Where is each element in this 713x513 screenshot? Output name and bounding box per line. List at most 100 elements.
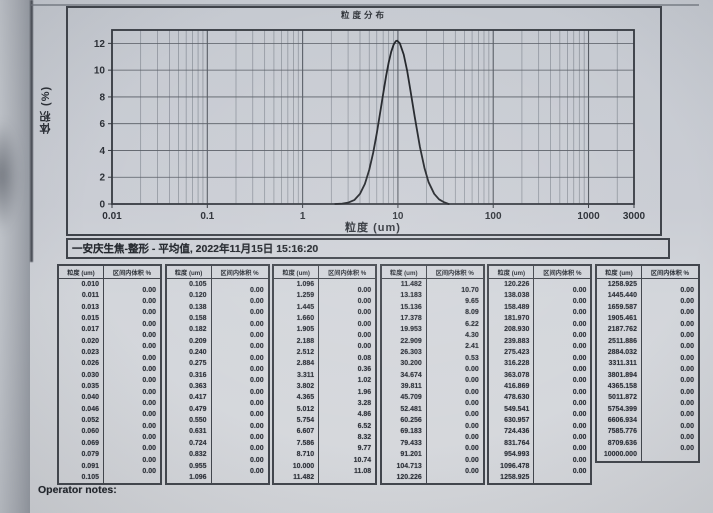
size-value: 954.993 xyxy=(504,451,530,459)
volume-value: 0.00 xyxy=(249,422,264,430)
size-distribution-table: 粒度 (um) 区间内体积 % 1258.925 1445.440 1659.587 19… xyxy=(594,264,700,463)
volume-value: 0.00 xyxy=(572,411,587,419)
size-value: 45.709 xyxy=(400,394,422,402)
size-value: 0.091 xyxy=(81,462,99,470)
size-value: 0.316 xyxy=(189,371,207,379)
volume-value: 0.00 xyxy=(142,399,156,407)
size-value: 478.630 xyxy=(504,394,530,402)
size-value: 158.489 xyxy=(504,303,530,311)
size-value: 363.078 xyxy=(504,371,530,379)
volume-value: 0.00 xyxy=(465,411,479,419)
column-header-size: 粒度 (um) xyxy=(59,266,104,278)
size-value: 3.802 xyxy=(296,383,315,391)
volume-value: 0.00 xyxy=(572,365,587,373)
volume-value: 0.00 xyxy=(142,343,156,351)
tick-label: 10 xyxy=(392,211,404,222)
column-header-size: 粒度 (um) xyxy=(382,266,427,278)
volume-value: 0.00 xyxy=(249,365,264,373)
volume-value: 0.00 xyxy=(249,331,264,339)
volume-column: 10.70 9.65 8.09 6.22 4.30 2.41 0.53 0.00 0.00 0.0… xyxy=(427,279,483,483)
size-value: 2884.032 xyxy=(607,349,637,357)
volume-value: 11.08 xyxy=(354,468,372,475)
volume-value: 0.00 xyxy=(680,286,694,294)
volume-value: 0.00 xyxy=(572,377,587,385)
size-value: 2.884 xyxy=(296,360,315,368)
volume-value: 0.00 xyxy=(680,377,694,385)
size-column: 1.096 1.259 1.445 1.660 1.905 2.188 2.512 2.884… xyxy=(274,279,320,484)
operator-notes-label: Operator notes: xyxy=(38,484,117,496)
table-header-row: 粒度 (um) 区间内体积 % xyxy=(489,266,591,279)
sample-caption-bar: 一安庆生焦-整形 - 平均值, 2022年11月15日 15:16:20 xyxy=(66,238,670,259)
size-value: 1659.587 xyxy=(607,303,637,311)
volume-value: 0.00 xyxy=(680,343,694,351)
size-value: 22.909 xyxy=(400,337,422,345)
volume-value: 1.02 xyxy=(357,377,372,385)
volume-value: 0.00 xyxy=(249,354,264,362)
size-value: 52.481 xyxy=(400,405,422,413)
particle-size-distribution-chart: 0.01 0.1 1 10 100 1000 3000 0 2 4 6 8 10 12 粒度分布 粒度 (… xyxy=(66,6,662,236)
size-value: 15.136 xyxy=(400,303,422,311)
volume-value: 0.00 xyxy=(249,309,264,317)
report-frame-line xyxy=(31,4,699,6)
size-distribution-table: 粒度 (um) 区间内体积 % 0.010 0.011 0.013 0.015 0.017 0… xyxy=(57,264,162,486)
volume-value: 0.00 xyxy=(249,445,264,453)
page-edge-shadow xyxy=(0,0,30,513)
chart-title: 粒度分布 xyxy=(340,10,387,20)
size-value: 8.710 xyxy=(296,451,315,459)
volume-value: 0.00 xyxy=(465,433,479,441)
size-value: 0.010 xyxy=(81,281,99,288)
size-value: 5.754 xyxy=(296,417,315,425)
column-header-size: 粒度 (um) xyxy=(489,266,535,278)
volume-value: 0.00 xyxy=(680,433,694,441)
volume-value: 0.00 xyxy=(680,365,694,373)
size-value: 3311.311 xyxy=(608,360,637,368)
volume-value: 0.00 xyxy=(572,343,587,351)
volume-value: 0.00 xyxy=(249,320,264,328)
volume-value: 0.00 xyxy=(572,297,587,305)
size-value: 1.259 xyxy=(296,292,315,300)
size-value: 316.228 xyxy=(504,360,530,368)
volume-value: 0.00 xyxy=(249,468,264,475)
distribution-tables: 粒度 (um) 区间内体积 % 0.010 0.011 0.013 0.015 0.017 0… xyxy=(57,264,700,486)
size-value: 0.052 xyxy=(81,417,99,425)
size-value: 1905.461 xyxy=(607,315,637,323)
size-column: 11.482 13.183 15.136 17.378 19.953 22.909 26.3… xyxy=(382,279,427,484)
size-value: 0.013 xyxy=(81,303,99,311)
volume-value: 0.00 xyxy=(680,354,694,362)
size-value: 120.226 xyxy=(396,473,422,481)
y-axis-label: 体积 (%) xyxy=(40,85,52,135)
size-value: 5754.399 xyxy=(607,405,637,413)
tick-label: 6 xyxy=(99,119,105,130)
volume-value: 0.08 xyxy=(357,354,372,362)
volume-value: 0.53 xyxy=(465,354,479,362)
size-value: 11.482 xyxy=(400,281,422,288)
size-value: 0.060 xyxy=(81,428,99,436)
volume-value: 0.00 xyxy=(357,331,372,339)
size-value: 69.183 xyxy=(400,428,422,436)
volume-value: 0.00 xyxy=(249,297,264,305)
volume-value: 8.32 xyxy=(357,433,372,441)
tick-label: 0 xyxy=(99,200,105,211)
column-header-volume: 区间内体积 % xyxy=(435,269,474,277)
size-value: 0.030 xyxy=(81,371,99,379)
size-value: 138.038 xyxy=(504,292,530,300)
volume-value: 0.00 xyxy=(249,456,264,464)
volume-value: 0.00 xyxy=(142,297,156,305)
size-value: 4.365 xyxy=(296,394,315,402)
volume-value: 0.00 xyxy=(465,399,479,407)
size-value: 0.417 xyxy=(189,394,207,402)
volume-value: 0.00 xyxy=(572,354,587,362)
size-distribution-table: 粒度 (um) 区间内体积 % 1.096 1.259 1.445 1.660 1.905 2… xyxy=(272,264,378,486)
size-value: 0.023 xyxy=(81,349,99,357)
size-value: 91.201 xyxy=(400,451,422,459)
size-value: 0.550 xyxy=(189,417,207,425)
size-value: 0.040 xyxy=(81,394,99,402)
volume-value: 4.30 xyxy=(465,331,479,339)
size-value: 416.869 xyxy=(504,383,530,391)
volume-value: 0.00 xyxy=(465,388,479,396)
tick-label: 100 xyxy=(485,211,502,222)
size-value: 7585.776 xyxy=(607,428,637,436)
size-value: 831.764 xyxy=(504,439,530,447)
volume-value: 0.00 xyxy=(572,399,587,407)
